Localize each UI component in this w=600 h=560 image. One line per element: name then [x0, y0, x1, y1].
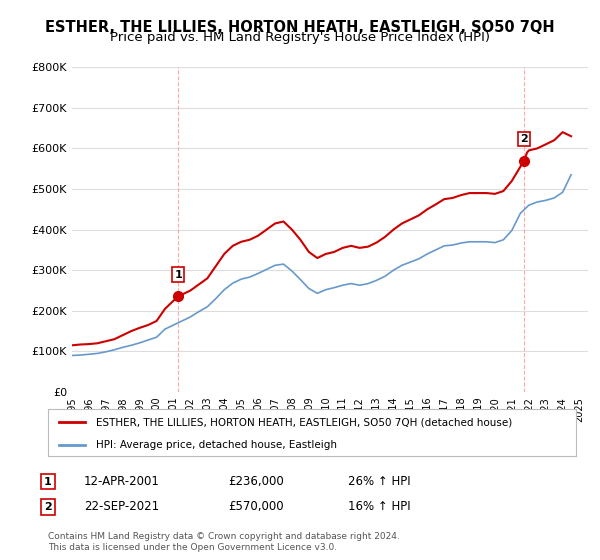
Text: Price paid vs. HM Land Registry's House Price Index (HPI): Price paid vs. HM Land Registry's House … — [110, 31, 490, 44]
Text: ESTHER, THE LILLIES, HORTON HEATH, EASTLEIGH, SO50 7QH: ESTHER, THE LILLIES, HORTON HEATH, EASTL… — [45, 20, 555, 35]
Text: HPI: Average price, detached house, Eastleigh: HPI: Average price, detached house, East… — [95, 440, 337, 450]
Text: 1: 1 — [175, 269, 182, 279]
Text: £570,000: £570,000 — [228, 500, 284, 514]
Text: 1: 1 — [44, 477, 52, 487]
Text: 22-SEP-2021: 22-SEP-2021 — [84, 500, 159, 514]
Text: Contains HM Land Registry data © Crown copyright and database right 2024.
This d: Contains HM Land Registry data © Crown c… — [48, 532, 400, 552]
Text: ESTHER, THE LILLIES, HORTON HEATH, EASTLEIGH, SO50 7QH (detached house): ESTHER, THE LILLIES, HORTON HEATH, EASTL… — [95, 417, 512, 427]
Text: £236,000: £236,000 — [228, 475, 284, 488]
Text: 2: 2 — [44, 502, 52, 512]
Text: 2: 2 — [520, 134, 528, 144]
Text: 16% ↑ HPI: 16% ↑ HPI — [348, 500, 410, 514]
Text: 12-APR-2001: 12-APR-2001 — [84, 475, 160, 488]
Text: 26% ↑ HPI: 26% ↑ HPI — [348, 475, 410, 488]
